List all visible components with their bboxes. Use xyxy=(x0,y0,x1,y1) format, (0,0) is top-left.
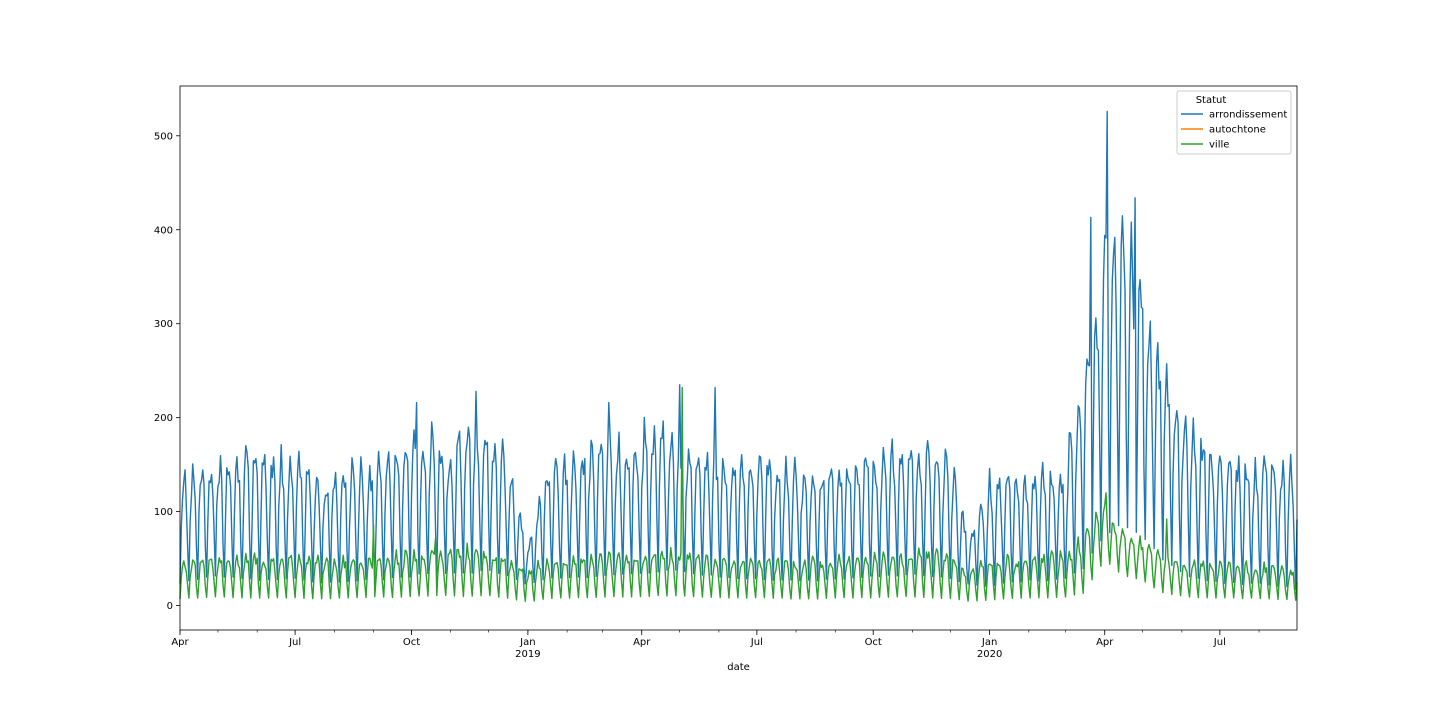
x-tick-label: Jul xyxy=(288,637,301,648)
y-tick-label: 100 xyxy=(154,507,173,518)
legend-title: Statut xyxy=(1196,95,1227,106)
x-tick-label: Oct xyxy=(403,637,420,648)
y-tick-label: 400 xyxy=(154,225,173,236)
y-tick-label: 500 xyxy=(154,131,173,142)
y-tick-label: 0 xyxy=(167,601,173,612)
legend-label-arrondissement: arrondissement xyxy=(1209,110,1287,121)
legend-label-ville: ville xyxy=(1209,140,1229,151)
y-tick-label: 200 xyxy=(154,413,173,424)
series-layer xyxy=(179,110,1298,602)
series-line-ville xyxy=(179,386,1298,602)
plot-frame xyxy=(179,85,1298,631)
legend: Statut arrondissement autochtone ville xyxy=(1176,90,1292,155)
x-tick-year-label: 2020 xyxy=(977,649,1002,660)
y-tick-label: 300 xyxy=(154,319,173,330)
x-tick-year-label: 2019 xyxy=(515,649,540,660)
x-tick-label: Oct xyxy=(865,637,882,648)
x-tick-label: Jan xyxy=(519,637,535,648)
x-tick-label: Jul xyxy=(1213,637,1226,648)
x-tick-label: Jul xyxy=(750,637,763,648)
y-axis: 0 100 200 300 400 500 xyxy=(154,131,180,612)
legend-box xyxy=(1176,90,1292,155)
series-line-arrondissement xyxy=(179,110,1298,591)
legend-label-autochtone: autochtone xyxy=(1209,125,1266,136)
x-tick-label: Apr xyxy=(1096,637,1114,648)
legend-entries: arrondissement autochtone ville xyxy=(1181,110,1287,151)
x-tick-label: Jan xyxy=(981,637,997,648)
x-tick-label: Apr xyxy=(171,637,189,648)
x-tick-label: Apr xyxy=(633,637,651,648)
x-axis-title: date xyxy=(727,662,750,673)
